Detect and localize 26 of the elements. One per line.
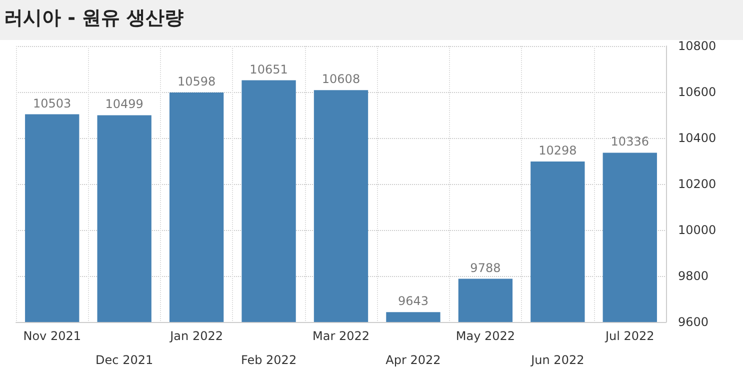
x-tick-label: May 2022: [456, 329, 516, 343]
x-tick-label: Dec 2021: [96, 353, 154, 367]
data-label: 10503: [33, 96, 72, 110]
y-tick-label: 10800: [678, 39, 716, 53]
data-label: 10608: [322, 72, 360, 86]
x-tick-label: Jun 2022: [530, 353, 584, 367]
y-tick-label: 10600: [678, 85, 716, 99]
chart-title: 러시아 - 원유 생산량: [0, 0, 743, 40]
x-tick-label: Apr 2022: [386, 353, 441, 367]
data-label: 10298: [538, 143, 577, 158]
data-label: 10499: [105, 97, 144, 112]
data-label: 10336: [610, 134, 649, 149]
y-tick-label: 9600: [678, 315, 709, 329]
data-label: 10598: [177, 74, 216, 88]
x-tick-label: Jan 2022: [169, 329, 223, 343]
x-tick-label: Jul 2022: [604, 329, 654, 343]
y-tick-label: 9800: [678, 269, 709, 283]
y-tick-label: 10200: [678, 177, 716, 191]
data-label: 9643: [398, 294, 428, 308]
x-tick-label: Nov 2021: [23, 329, 81, 343]
data-label: 10651: [250, 62, 288, 76]
y-tick-label: 10400: [678, 131, 716, 145]
x-tick-label: Mar 2022: [312, 329, 370, 343]
x-tick-label: Feb 2022: [240, 353, 297, 367]
y-tick-label: 10000: [678, 223, 716, 237]
data-label: 9788: [470, 260, 501, 275]
